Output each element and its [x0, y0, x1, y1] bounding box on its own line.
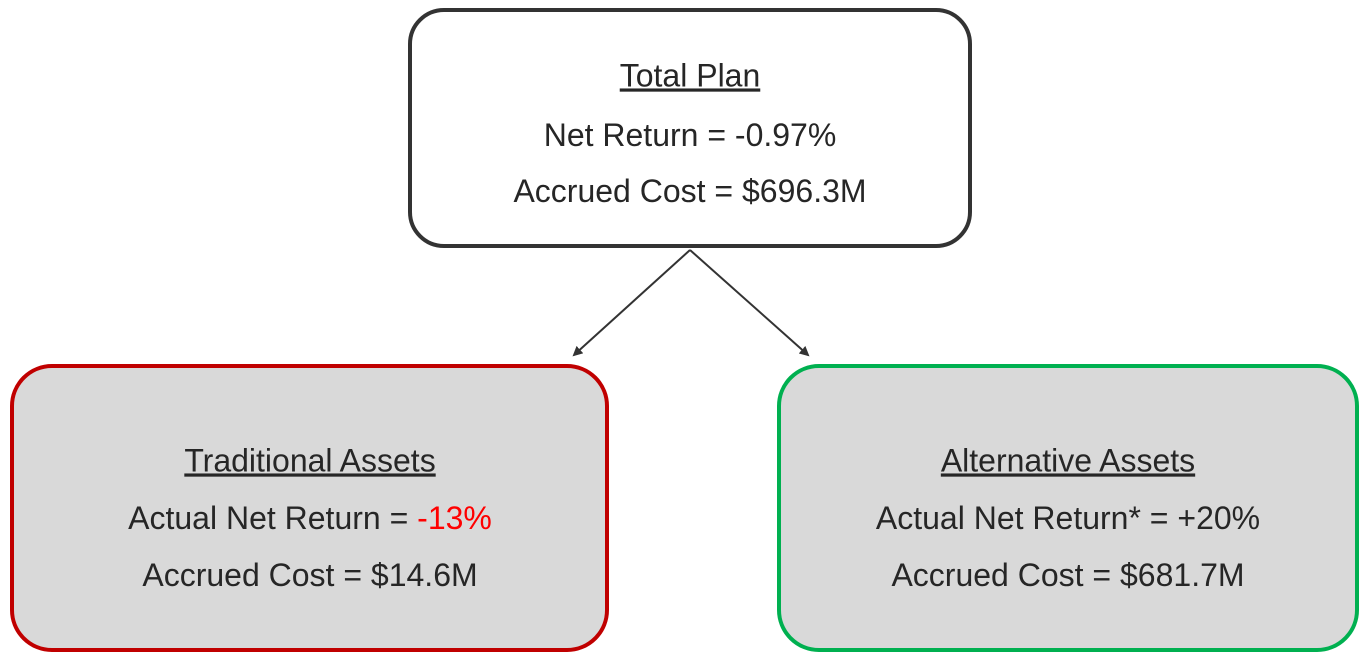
line-value: -0.97%: [735, 117, 836, 153]
node-line: Accrued Cost = $14.6M: [142, 557, 477, 593]
node-title: Alternative Assets: [941, 442, 1195, 478]
node-line: Net Return = -0.97%: [544, 117, 837, 153]
node-box: [777, 364, 1359, 652]
line-value: +20%: [1177, 500, 1260, 536]
line-value: -13%: [417, 500, 492, 536]
line-label: Accrued Cost =: [142, 557, 371, 593]
node-line: Actual Net Return* = +20%: [876, 500, 1260, 536]
node-line: Accrued Cost = $696.3M: [513, 173, 866, 209]
line-label: Actual Net Return =: [128, 500, 417, 536]
node-line: Actual Net Return = -13%: [128, 500, 492, 536]
node-box: [10, 364, 609, 652]
node-title: Traditional Assets: [184, 442, 435, 478]
line-label: Accrued Cost =: [513, 173, 742, 209]
line-label: Accrued Cost =: [891, 557, 1120, 593]
node-box: [408, 8, 972, 248]
line-value: $14.6M: [371, 557, 478, 593]
line-value: $681.7M: [1120, 557, 1245, 593]
node-title: Total Plan: [620, 57, 761, 93]
arrow: [689, 249, 810, 357]
line-label: Net Return =: [544, 117, 735, 153]
line-value: $696.3M: [742, 173, 867, 209]
line-label: Actual Net Return* =: [876, 500, 1177, 536]
arrow: [572, 249, 691, 357]
node-line: Accrued Cost = $681.7M: [891, 557, 1244, 593]
